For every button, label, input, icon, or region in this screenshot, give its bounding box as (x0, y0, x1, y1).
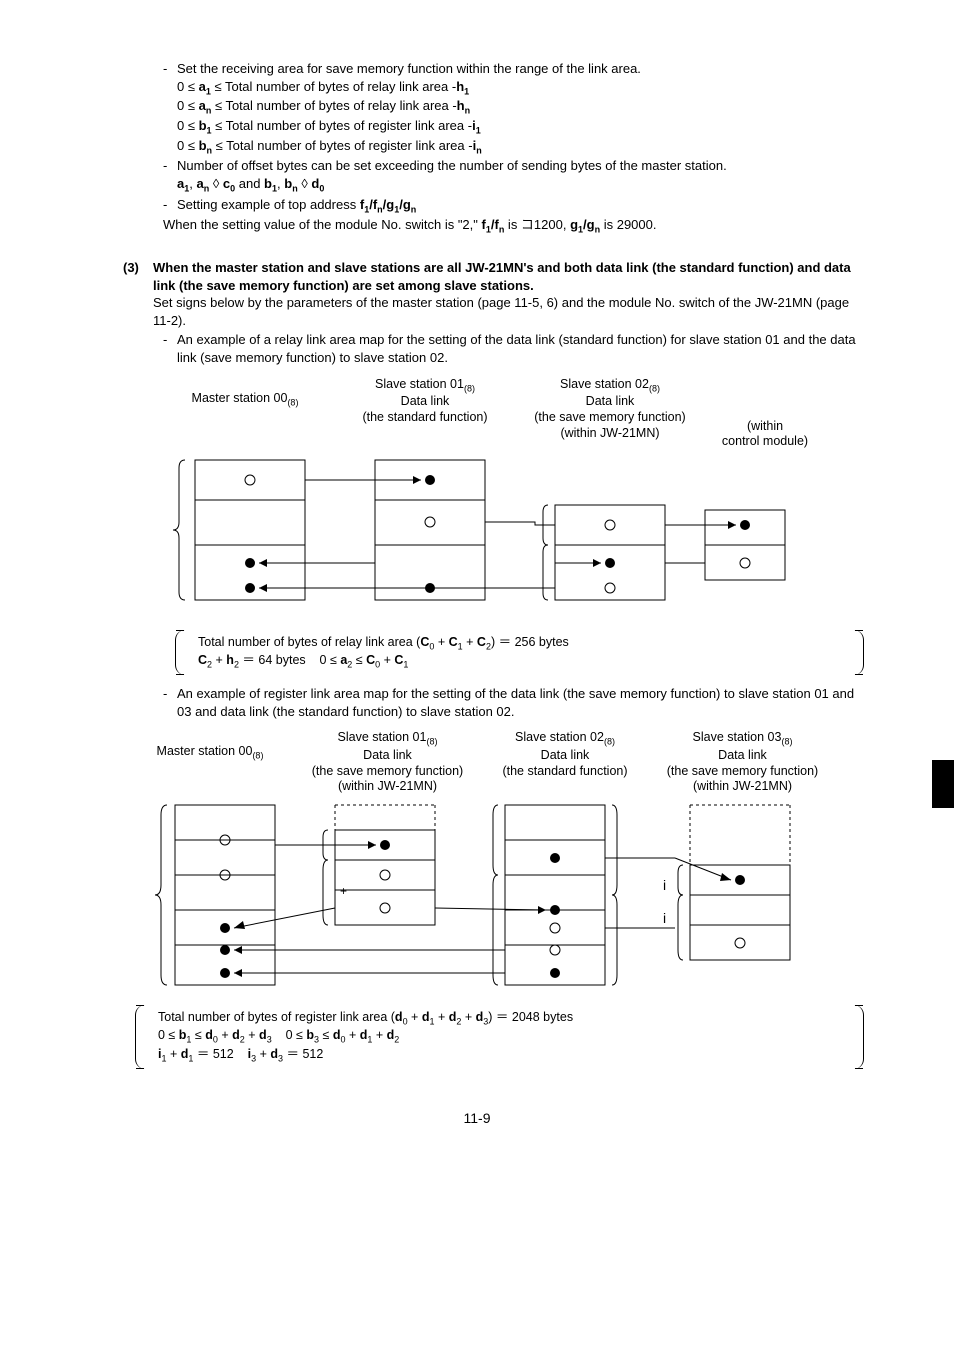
text: Set the receiving area for save memory f… (177, 61, 641, 76)
setting-example-body: When the setting value of the module No.… (163, 216, 864, 236)
side-tab (932, 760, 954, 808)
section-3-heading: (3) When the master station and slave st… (123, 259, 864, 294)
text: Setting example of top address f1/fn/g1/… (177, 197, 416, 212)
col-label-slave02: Slave station 02(8)Data link(the save me… (515, 377, 705, 450)
bracket-line: C2 + h2 ＝ 64 bytes 0 ≤ a2 ≤ C0 + C1 (198, 652, 841, 671)
bracket-line: Total number of bytes of register link a… (158, 1009, 841, 1028)
rule-line: 0 ≤ a1 ≤ Total number of bytes of relay … (177, 78, 864, 98)
page-content: - Set the receiving area for save memory… (155, 60, 864, 1069)
bracket-register-conditions: Total number of bytes of register link a… (135, 1005, 864, 1069)
bullet-setting-example: - Setting example of top address f1/fn/g… (163, 196, 864, 235)
offset-formula: a1, an ◊ c0 and b1, bn ◊ d0 (177, 175, 864, 195)
svg-text:i: i (663, 877, 666, 893)
bracket-line: Total number of bytes of relay link area… (198, 634, 841, 653)
bracket-relay-conditions: Total number of bytes of relay link area… (175, 630, 864, 675)
diagram-register-link: Master station 00(8) Slave station 01(8)… (135, 730, 864, 1069)
rule-line: 0 ≤ an ≤ Total number of bytes of relay … (177, 97, 864, 117)
col-label-slave03: Slave station 03(8)Data link(the save me… (650, 730, 835, 795)
col-label-control-module: (withincontrol module) (705, 377, 825, 450)
example-2-intro: - An example of register link area map f… (163, 685, 864, 720)
col-label-slave01: Slave station 01(8)Data link(the standar… (335, 377, 515, 450)
diagram-2-svg: + i i (135, 795, 865, 995)
rule-line: 0 ≤ b1 ≤ Total number of bytes of regist… (177, 117, 864, 137)
example-1-intro: - An example of a relay link area map fo… (163, 331, 864, 366)
page-number: 11-9 (60, 1109, 894, 1128)
col-label-slave01: Slave station 01(8)Data link(the save me… (295, 730, 480, 795)
bracket-line: i1 + d1 ＝ 512 i3 + d3 ＝ 512 (158, 1046, 841, 1065)
svg-text:i: i (663, 910, 666, 926)
col-label-master: Master station 00(8) (155, 377, 335, 450)
bullet-range-intro: - Set the receiving area for save memory… (163, 60, 864, 156)
text: Number of offset bytes can be set exceed… (177, 158, 727, 173)
col-label-slave02: Slave station 02(8)Data link(the standar… (480, 730, 650, 795)
svg-text:+: + (340, 884, 347, 898)
diagram-1-svg (135, 450, 835, 620)
section-3-body: Set signs below by the parameters of the… (153, 294, 864, 329)
rule-line: 0 ≤ bn ≤ Total number of bytes of regist… (177, 137, 864, 157)
bullet-offset: - Number of offset bytes can be set exce… (163, 157, 864, 194)
col-label-master: Master station 00(8) (125, 730, 295, 795)
diagram-relay-link: Master station 00(8) Slave station 01(8)… (135, 377, 864, 676)
bracket-line: 0 ≤ b1 ≤ d0 + d2 + d3 0 ≤ b3 ≤ d0 + d1 +… (158, 1027, 841, 1046)
